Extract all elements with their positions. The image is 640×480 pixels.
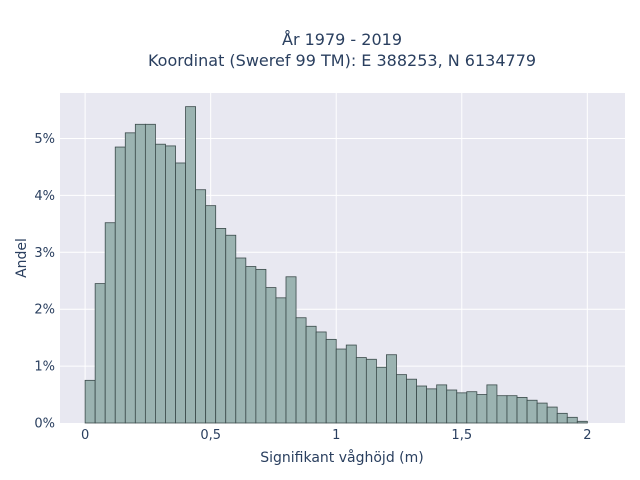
histogram-bar	[506, 395, 518, 424]
chart-subtitle: Koordinat (Sweref 99 TM): E 388253, N 61…	[148, 51, 536, 70]
histogram-bar	[416, 385, 428, 424]
histogram-bar	[225, 234, 237, 424]
histogram-bar	[295, 317, 307, 424]
histogram-bar	[215, 228, 227, 424]
x-axis-label: Signifikant våghöjd (m)	[260, 449, 423, 466]
x-tick-label: 1,5	[451, 428, 472, 443]
x-tick-label: 0	[81, 428, 89, 443]
histogram-bar	[406, 378, 417, 424]
histogram-bar	[456, 392, 468, 424]
histogram-bar	[255, 268, 267, 424]
histogram-bar	[486, 384, 498, 424]
histogram-bar	[446, 389, 458, 424]
x-tick-label: 1	[332, 428, 340, 443]
histogram-bar	[436, 384, 448, 424]
histogram-bar	[185, 106, 197, 424]
histogram-bar	[315, 331, 327, 424]
histogram-bar	[546, 406, 558, 424]
histogram-bar	[476, 394, 488, 424]
histogram-bar	[516, 396, 528, 424]
x-tick-label: 0,5	[200, 428, 221, 443]
histogram-bar	[205, 205, 217, 424]
histogram-bar	[375, 366, 387, 424]
histogram-bar	[466, 391, 478, 424]
histogram-bar	[94, 283, 106, 424]
bars	[84, 106, 588, 424]
histogram-bar	[496, 395, 508, 424]
histogram-bar	[365, 358, 377, 424]
y-tick-label: 2%	[34, 303, 55, 318]
histogram-bar	[235, 257, 247, 424]
y-tick-label: 1%	[34, 360, 55, 375]
histogram-bar	[165, 145, 176, 424]
histogram-bar	[124, 132, 136, 424]
y-tick-label: 0%	[34, 417, 55, 432]
histogram-bar	[265, 287, 277, 424]
histogram-bar	[355, 357, 367, 424]
y-axis-label: Andel	[14, 238, 30, 278]
histogram-bar	[134, 123, 146, 424]
histogram-bar	[386, 354, 397, 424]
x-tick-label: 2	[583, 428, 591, 443]
histogram-bar	[285, 276, 297, 424]
histogram-bar	[526, 399, 538, 424]
histogram-bar	[325, 338, 337, 424]
histogram-bar	[335, 348, 347, 424]
histogram-bar	[114, 146, 126, 424]
histogram-bar	[104, 222, 116, 424]
y-tick-label: 4%	[34, 189, 55, 204]
histogram-bar	[195, 189, 207, 424]
histogram-bar	[566, 416, 578, 424]
y-tick-label: 3%	[34, 246, 55, 261]
histogram-bar	[84, 379, 96, 424]
histogram-bar	[245, 266, 257, 424]
chart-title: År 1979 - 2019	[282, 30, 402, 49]
histogram-bar	[345, 344, 357, 424]
histogram-bar	[175, 162, 186, 424]
histogram-bar	[305, 325, 317, 424]
histogram-bar	[536, 402, 548, 424]
histogram-bar	[556, 412, 568, 424]
histogram-bar	[144, 123, 156, 424]
histogram-bar	[396, 374, 407, 424]
histogram-bar	[426, 388, 438, 424]
tick-labels: 0 0,5 1 1,5 2 0% 1% 2% 3% 4% 5%	[34, 132, 591, 443]
histogram-bar	[576, 420, 588, 424]
histogram-bar	[155, 143, 166, 424]
histogram-bar	[275, 297, 287, 424]
y-tick-label: 5%	[34, 132, 55, 147]
